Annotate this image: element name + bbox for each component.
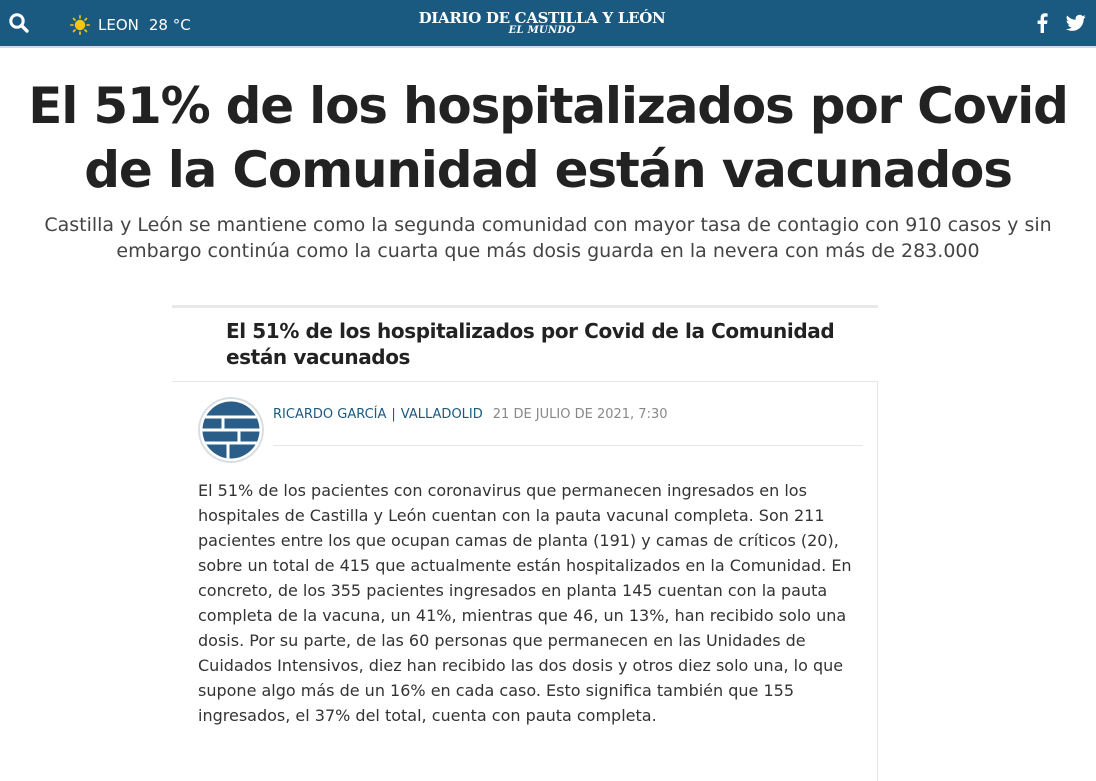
sun-icon: [70, 15, 90, 35]
search-icon[interactable]: [8, 12, 30, 34]
author-link[interactable]: RICARDO GARCÍA: [273, 407, 387, 422]
social-links: [1036, 13, 1086, 33]
weather-city: LEON: [98, 16, 139, 34]
card-title: El 51% de los hospitalizados por Covid d…: [226, 319, 835, 369]
article-date: 21 DE JULIO DE 2021, 7:30: [492, 407, 668, 422]
top-bar: LEON 28 °C DIARIO DE CASTILLA Y LEÓN EL …: [0, 0, 1096, 48]
weather-temperature: 28 °C: [148, 16, 191, 34]
brand-name: DIARIO DE CASTILLA Y LEÓN: [418, 9, 666, 27]
brand-sub: EL MUNDO: [508, 25, 576, 36]
article-headline: El 51% de los hospitalizados por Covid d…: [28, 77, 1069, 199]
byline-separator: |: [391, 407, 396, 422]
article-subheadline: Castilla y León se mantiene como la segu…: [44, 214, 1052, 262]
card-divider: [172, 305, 878, 308]
article-location: VALLADOLID: [400, 407, 483, 422]
article-body: El 51% de los pacientes con coronavirus …: [198, 481, 852, 725]
article-byline: RICARDO GARCÍA | VALLADOLID 21 DE JULIO DE …: [273, 406, 668, 424]
author-avatar-icon[interactable]: [198, 397, 264, 463]
twitter-icon[interactable]: [1066, 14, 1086, 32]
byline-divider: [273, 445, 863, 446]
article-card: [172, 381, 878, 781]
facebook-icon[interactable]: [1036, 13, 1048, 33]
site-logo[interactable]: DIARIO DE CASTILLA Y LEÓN EL MUNDO: [380, 9, 704, 37]
weather-widget: LEON 28 °C: [70, 14, 191, 36]
